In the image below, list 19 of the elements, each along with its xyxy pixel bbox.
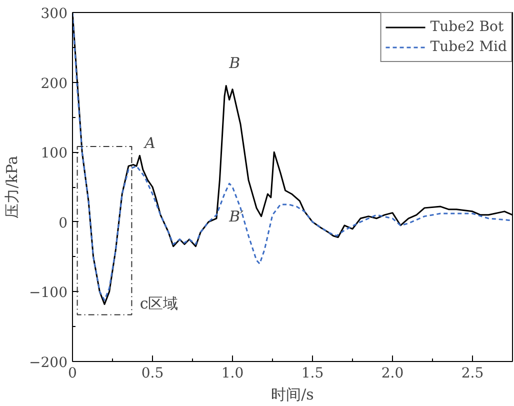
- x-tick-label: 1.5: [301, 366, 324, 382]
- x-tick-label: 2.0: [381, 366, 404, 382]
- x-tick-label: 2.5: [461, 366, 484, 382]
- y-tick-label: 0: [58, 215, 68, 232]
- x-tick-label: 0.5: [141, 366, 164, 382]
- y-tick-label: −100: [29, 285, 68, 302]
- annotation: A: [142, 134, 156, 152]
- annotation: B: [228, 54, 240, 72]
- annotation: B′: [228, 207, 244, 226]
- x-tick-label: 1.0: [221, 366, 244, 382]
- y-tick-label: 200: [40, 76, 68, 92]
- legend-label: Tube2 Bot: [430, 19, 504, 35]
- annotation: c区域: [140, 294, 178, 313]
- y-tick-label: 300: [40, 6, 68, 22]
- y-tick-label: 100: [40, 146, 68, 162]
- legend-label: Tube2 Mid: [430, 39, 507, 55]
- x-axis-title: 时间/s: [271, 386, 314, 404]
- y-tick-label: −200: [29, 355, 68, 371]
- y-axis-title: 压力/kPa: [3, 156, 22, 218]
